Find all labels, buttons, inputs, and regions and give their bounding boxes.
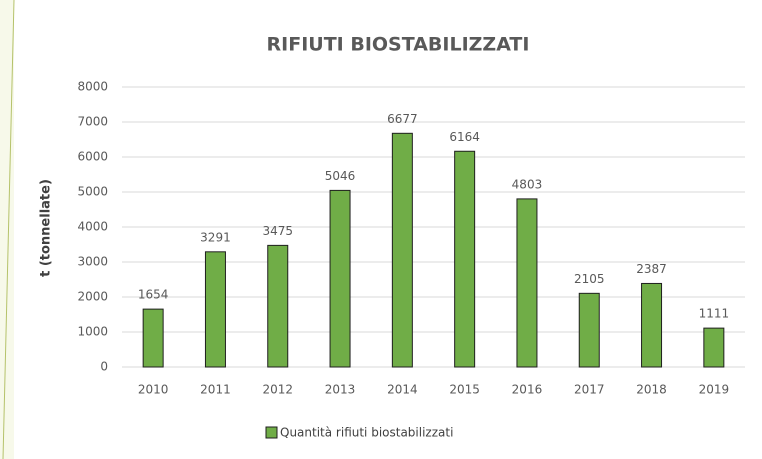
data-label: 5046 — [325, 169, 356, 183]
data-label: 3291 — [200, 230, 231, 244]
x-tick-label: 2014 — [387, 383, 418, 397]
bar — [641, 282, 663, 368]
y-axis-title: t (tonnellate) — [39, 179, 54, 277]
x-tick-label: 2013 — [325, 383, 356, 397]
data-label: 1654 — [138, 288, 169, 302]
x-tick-label: 2011 — [200, 383, 231, 397]
y-tick-label: 1000 — [77, 325, 108, 339]
y-tick-label: 8000 — [77, 80, 108, 94]
data-label: 6677 — [387, 112, 418, 126]
y-tick-label: 0 — [100, 360, 108, 374]
slide-decoration — [2, 0, 15, 459]
x-tick-label: 2018 — [636, 383, 667, 397]
x-tick-label: 2016 — [512, 383, 543, 397]
bar — [142, 308, 164, 368]
y-tick-label: 7000 — [77, 115, 108, 129]
legend-swatch — [265, 426, 278, 439]
bar — [267, 244, 289, 368]
data-label: 4803 — [512, 177, 543, 191]
y-tick-label: 3000 — [77, 255, 108, 269]
bar — [578, 292, 600, 368]
y-tick-label: 6000 — [77, 150, 108, 164]
bar — [329, 189, 351, 368]
data-label: 2387 — [636, 262, 667, 276]
legend-label: Quantità rifiuti biostabilizzati — [280, 426, 453, 440]
bar — [391, 132, 413, 368]
y-tick-label: 4000 — [77, 220, 108, 234]
x-tick-label: 2010 — [138, 383, 169, 397]
data-label: 6164 — [449, 130, 480, 144]
y-tick-label: 5000 — [77, 185, 108, 199]
chart-title: RIFIUTI BIOSTABILIZZATI — [267, 34, 530, 56]
bar — [204, 251, 226, 368]
x-tick-label: 2017 — [574, 383, 605, 397]
bar — [454, 150, 476, 368]
y-tick-label: 2000 — [77, 290, 108, 304]
data-label: 2105 — [574, 272, 605, 286]
chart-area — [14, 0, 762, 459]
x-tick-label: 2015 — [449, 383, 480, 397]
x-tick-label: 2019 — [699, 383, 730, 397]
x-tick-label: 2012 — [262, 383, 293, 397]
bar — [516, 198, 538, 368]
data-label: 3475 — [262, 224, 293, 238]
data-label: 1111 — [699, 307, 730, 321]
bar — [703, 327, 725, 368]
